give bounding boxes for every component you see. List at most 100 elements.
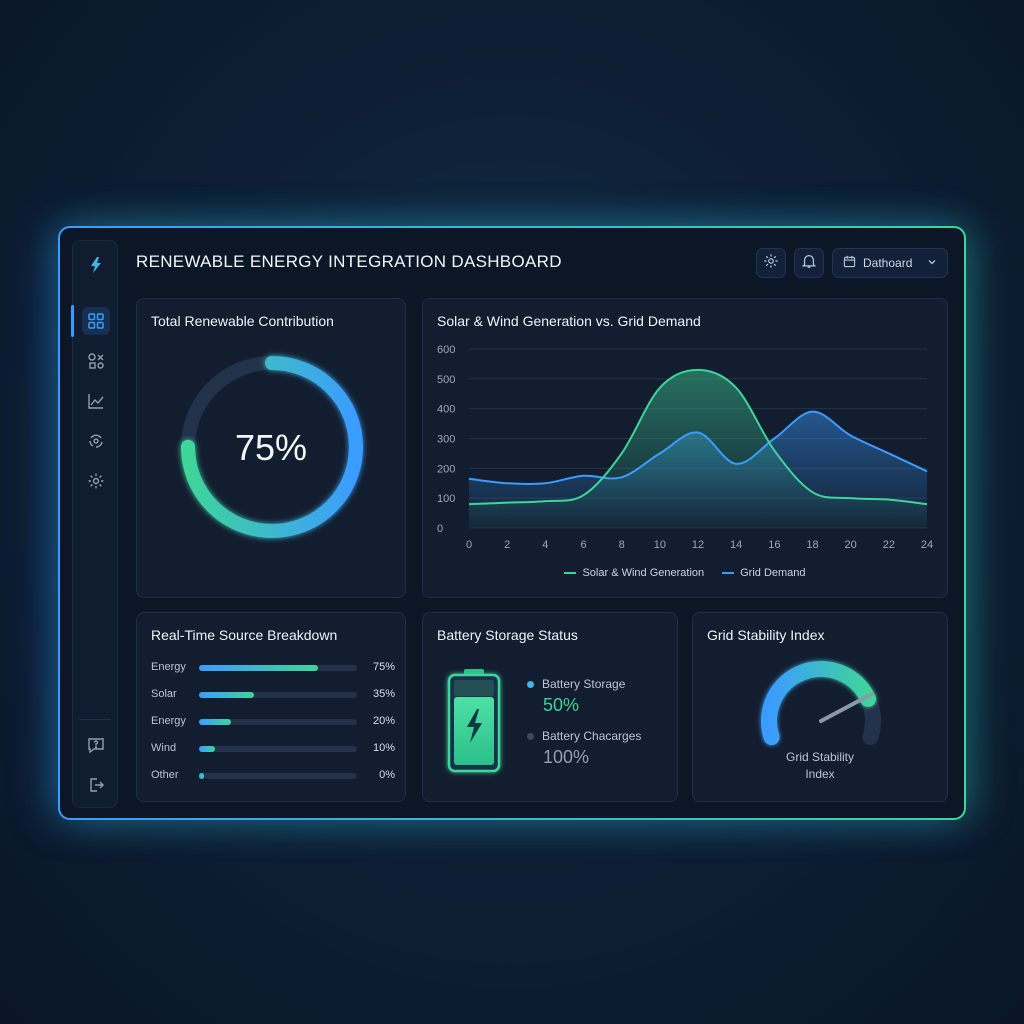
contribution-donut	[181, 356, 363, 538]
series-area-0	[469, 369, 927, 528]
source-bar-track	[199, 773, 357, 779]
source-value: 10%	[372, 742, 395, 754]
legend-label: Grid Demand	[740, 567, 806, 579]
source-label: Energy	[151, 661, 186, 673]
source-bar-track	[199, 746, 357, 752]
source-bar-fill	[199, 692, 255, 698]
x-tick-label: 8	[619, 539, 625, 551]
y-tick-label: 300	[437, 434, 455, 446]
x-tick-label: 20	[845, 539, 857, 551]
contribution-card: Total Renewable Contribution 75%	[136, 298, 406, 598]
generation-chart-card: Solar & Wind Generation vs. Grid Demand …	[422, 298, 948, 598]
source-bar-fill	[199, 719, 231, 725]
battery-item-label: Battery Storage	[527, 677, 625, 691]
source-label: Energy	[151, 715, 186, 727]
battery-item-label: Battery Chacarges	[527, 729, 641, 743]
logout-icon[interactable]	[82, 771, 110, 799]
card-title: Battery Storage Status	[437, 627, 578, 643]
dashboard-window: RENEWABLE ENERGY INTEGRATION DASHBOARD D…	[58, 226, 966, 820]
source-row: Solar 35%	[151, 688, 395, 702]
stability-label-line1: Grid Stability	[785, 750, 855, 764]
recycle-icon[interactable]	[82, 427, 110, 455]
y-tick-label: 0	[437, 523, 443, 535]
battery-item-value: 100%	[543, 747, 590, 767]
x-tick-label: 14	[730, 539, 742, 551]
source-label: Solar	[151, 688, 177, 700]
battery-card: Battery Storage Status Battery Storage 50…	[422, 612, 678, 802]
source-value: 20%	[372, 715, 395, 727]
card-title: Grid Stability Index	[707, 627, 825, 643]
status-dot	[527, 681, 534, 688]
settings-button[interactable]	[756, 248, 786, 278]
bell-icon	[801, 253, 817, 274]
stability-gauge	[761, 661, 881, 746]
source-label: Wind	[151, 742, 177, 754]
trend-icon[interactable]	[82, 387, 110, 415]
x-tick-label: 18	[806, 539, 818, 551]
source-value: 0%	[379, 769, 395, 781]
sidebar-divider	[79, 719, 111, 720]
y-tick-label: 200	[437, 463, 455, 475]
source-bar-track	[199, 665, 357, 671]
source-bar-fill	[199, 665, 318, 671]
y-tick-label: 100	[437, 493, 455, 505]
chevron-down-icon	[927, 256, 937, 270]
lightning-icon	[467, 709, 482, 743]
sidebar	[71, 240, 118, 808]
legend-swatch	[564, 572, 577, 574]
legend-item-generation[interactable]: Solar & Wind Generation	[564, 567, 704, 579]
x-tick-label: 24	[921, 539, 933, 551]
source-value: 35%	[372, 688, 395, 700]
source-breakdown-card: Real-Time Source Breakdown Energy 75% Sola…	[136, 612, 406, 802]
gear-icon[interactable]	[82, 467, 110, 495]
status-dot	[527, 733, 534, 740]
source-row: Wind 10%	[151, 742, 395, 756]
stability-label-line2: Index	[805, 767, 835, 781]
notifications-button[interactable]	[794, 248, 824, 278]
battery-icon	[447, 669, 501, 773]
contribution-value: 75%	[234, 427, 308, 468]
y-tick-label: 600	[437, 344, 455, 356]
series-line-0	[468, 368, 928, 506]
legend-swatch	[722, 572, 735, 574]
source-bar-track	[199, 692, 357, 698]
battery-label-text: Battery Chacarges	[542, 729, 642, 743]
x-tick-label: 0	[466, 539, 472, 551]
y-tick-label: 400	[437, 404, 455, 416]
x-tick-label: 2	[504, 539, 510, 551]
source-label: Other	[151, 769, 179, 781]
x-tick-label: 22	[883, 539, 895, 551]
source-bar-fill	[199, 773, 204, 779]
card-title: Total Renewable Contribution	[151, 313, 334, 329]
select-value: Dathoard	[863, 256, 913, 270]
x-tick-label: 12	[692, 539, 704, 551]
active-indicator	[71, 305, 74, 337]
calendar-icon	[843, 255, 856, 271]
gauge-fill	[761, 661, 877, 746]
grid-stability-card: Grid Stability Index Grid Stability Inde…	[692, 612, 948, 802]
source-bar-track	[199, 719, 357, 725]
battery-item-value: 50%	[543, 695, 580, 715]
help-icon[interactable]	[82, 731, 110, 759]
legend-item-demand[interactable]: Grid Demand	[722, 567, 806, 579]
card-title: Real-Time Source Breakdown	[151, 627, 338, 643]
x-tick-label: 4	[542, 539, 548, 551]
battery-label-text: Battery Storage	[542, 677, 626, 691]
source-bar-fill	[199, 746, 215, 752]
chart-legend: Solar & Wind Generation Grid Demand	[423, 567, 947, 579]
donut-arc	[181, 356, 363, 538]
source-row: Other 0%	[151, 769, 395, 783]
logo-icon[interactable]	[82, 251, 110, 279]
dashboard-select[interactable]: Dathoard	[832, 248, 948, 278]
gear-icon	[763, 253, 779, 274]
series-line-1	[468, 410, 928, 485]
y-tick-label: 500	[437, 374, 455, 386]
source-value: 75%	[372, 661, 395, 673]
grid-icon[interactable]	[82, 307, 110, 335]
stability-label: Grid Stability Index	[693, 749, 947, 783]
x-tick-label: 6	[580, 539, 586, 551]
sources-icon[interactable]	[82, 347, 110, 375]
x-tick-label: 10	[654, 539, 666, 551]
page-title: RENEWABLE ENERGY INTEGRATION DASHBOARD	[136, 252, 562, 271]
